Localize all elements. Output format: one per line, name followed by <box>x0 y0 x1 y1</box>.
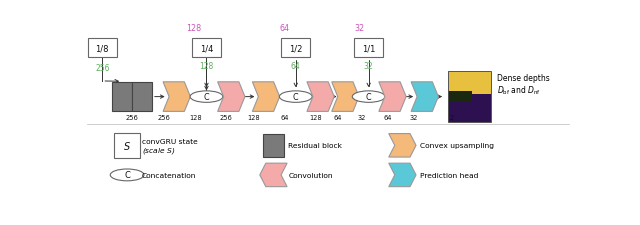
Circle shape <box>110 169 144 181</box>
Text: Convex upsampling: Convex upsampling <box>420 143 494 149</box>
Text: 32: 32 <box>355 24 365 33</box>
Text: 128: 128 <box>189 115 202 121</box>
Text: Residual block: Residual block <box>288 143 342 149</box>
Bar <box>263 134 284 157</box>
Bar <box>88 39 116 58</box>
Text: 32: 32 <box>357 115 365 121</box>
Text: C: C <box>293 93 299 102</box>
Text: 128: 128 <box>309 115 322 121</box>
Text: Dense depths
$D_{\mathrm{bf}}$ and $D_{\mathrm{nf}}$: Dense depths $D_{\mathrm{bf}}$ and $D_{\… <box>497 73 550 97</box>
Polygon shape <box>260 163 287 187</box>
Text: 128: 128 <box>199 61 214 70</box>
Text: 1/1: 1/1 <box>362 44 375 53</box>
Text: Concatenation: Concatenation <box>142 172 196 178</box>
Bar <box>447 72 491 95</box>
Bar <box>282 39 310 58</box>
Text: C: C <box>366 93 371 102</box>
Circle shape <box>190 91 223 103</box>
Text: $S$: $S$ <box>123 140 131 152</box>
Polygon shape <box>388 134 416 157</box>
Text: convGRU state: convGRU state <box>142 138 198 144</box>
Text: Convolution: Convolution <box>288 172 333 178</box>
Text: 128: 128 <box>186 24 202 33</box>
Text: 64: 64 <box>279 24 289 33</box>
Text: 64: 64 <box>281 115 289 121</box>
Bar <box>192 39 221 58</box>
Text: 64: 64 <box>333 115 342 121</box>
Polygon shape <box>163 82 190 112</box>
Text: 64: 64 <box>291 61 301 70</box>
Bar <box>132 82 152 112</box>
Bar <box>355 39 383 58</box>
Bar <box>112 82 132 112</box>
Polygon shape <box>307 82 334 112</box>
Text: 64: 64 <box>384 115 392 121</box>
Text: 32: 32 <box>410 115 418 121</box>
Polygon shape <box>218 82 245 112</box>
Circle shape <box>352 91 385 103</box>
Bar <box>447 91 472 102</box>
Text: (scale $S$): (scale $S$) <box>142 145 175 155</box>
Text: 256: 256 <box>220 115 233 121</box>
Text: 256: 256 <box>125 115 138 121</box>
Polygon shape <box>332 82 359 112</box>
Text: C: C <box>204 93 209 102</box>
Text: 1/8: 1/8 <box>95 44 109 53</box>
Circle shape <box>280 91 312 103</box>
Text: 1/2: 1/2 <box>289 44 303 53</box>
Text: 2: 2 <box>450 115 454 121</box>
Text: 256: 256 <box>95 64 109 73</box>
Text: 128: 128 <box>247 115 260 121</box>
Bar <box>114 133 140 158</box>
Text: 32: 32 <box>364 61 374 70</box>
Text: Prediction head: Prediction head <box>420 172 478 178</box>
Text: 1/4: 1/4 <box>200 44 213 53</box>
Bar <box>447 72 491 122</box>
Text: C: C <box>124 171 130 180</box>
Text: 256: 256 <box>158 115 171 121</box>
Polygon shape <box>411 82 438 112</box>
Polygon shape <box>388 163 416 187</box>
Polygon shape <box>379 82 406 112</box>
Polygon shape <box>252 82 280 112</box>
Bar <box>447 95 491 122</box>
